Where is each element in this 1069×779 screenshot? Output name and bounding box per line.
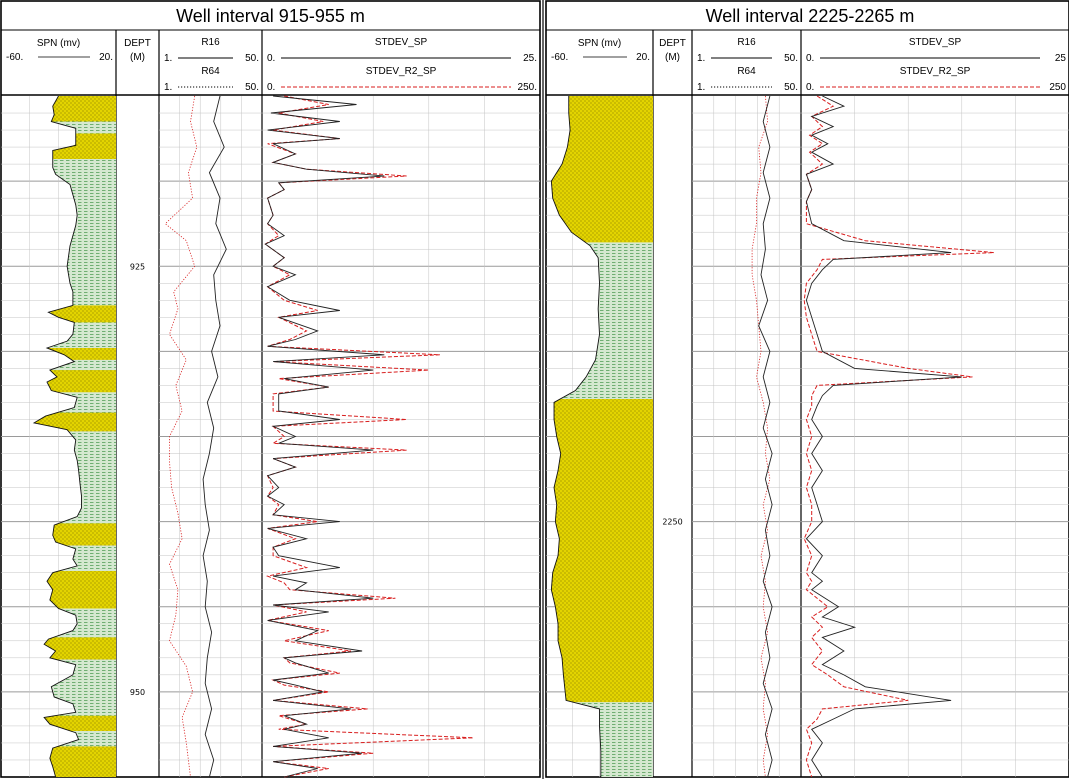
sand-interval <box>52 523 116 546</box>
spn-curve <box>550 96 602 777</box>
well-panel-1: Well interval 915-955 m SPN (mv) -60. 20. DE… <box>0 0 541 778</box>
sand-interval <box>551 399 653 703</box>
stdev-sp-scale-max: 25. <box>523 53 537 64</box>
r16-scale-max: 50. <box>784 53 798 64</box>
depth-label: 2250 <box>662 518 682 527</box>
spn-curve-label: SPN (mv) <box>578 38 621 49</box>
well-panel-2: Well interval 2225-2265 m SPN (mv) -60. 20.… <box>545 0 1069 778</box>
panel-title: Well interval 915-955 m <box>176 6 365 26</box>
sand-interval <box>44 715 116 732</box>
stdev-sp-curve-label: STDEV_SP <box>375 37 428 48</box>
sand-interval <box>52 133 116 159</box>
stdev-sp-curve <box>264 95 385 778</box>
sand-interval <box>51 96 116 122</box>
r16-curve <box>758 95 773 778</box>
stdev-r2-sp-curve-label: STDEV_R2_SP <box>900 66 971 77</box>
sand-interval <box>44 637 116 660</box>
r16-scale-min: 1. <box>164 53 172 64</box>
spn-track <box>32 96 116 777</box>
sand-interval <box>50 746 116 777</box>
stdev-r2-sp-scale-max: 250 <box>1049 82 1066 93</box>
sand-interval <box>551 96 653 243</box>
spn-curve-label: SPN (mv) <box>37 38 80 49</box>
stdev-sp-curve <box>805 95 962 778</box>
r16-curve <box>202 95 227 778</box>
r64-scale-min: 1. <box>697 82 705 93</box>
sand-interval <box>47 347 116 360</box>
panel-frame <box>0 0 541 778</box>
r64-scale-max: 50. <box>784 82 798 93</box>
stdev-sp-scale-min: 0. <box>806 53 814 64</box>
stdev-r2-sp-curve-label: STDEV_R2_SP <box>366 66 437 77</box>
spn-scale-min: -60. <box>6 52 23 63</box>
r16-curve-label: R16 <box>737 37 756 48</box>
stdev-sp-scale-min: 0. <box>267 53 275 64</box>
spn-scale-max: 20. <box>636 52 650 63</box>
panel-title: Well interval 2225-2265 m <box>706 6 915 26</box>
stdev-sp-curve-label: STDEV_SP <box>909 37 962 48</box>
panel-frame <box>545 0 1069 778</box>
r64-curve-label: R64 <box>201 66 220 77</box>
stdev-sp-scale-max: 25 <box>1055 53 1067 64</box>
depth-label: 950 <box>130 688 145 697</box>
stdev-r2-sp-scale-min: 0. <box>267 82 275 93</box>
depth-label: 925 <box>130 262 145 271</box>
stdev-r2-sp-scale-min: 0. <box>806 82 814 93</box>
spn-curve <box>32 96 82 777</box>
spn-scale-min: -60. <box>551 52 568 63</box>
r64-scale-min: 1. <box>164 82 172 93</box>
sand-interval <box>47 370 116 393</box>
dept-curve-label: DEPT <box>124 38 151 49</box>
spn-track <box>550 96 653 777</box>
r64-curve <box>164 95 198 778</box>
stdev-r2-sp-scale-max: 250. <box>518 82 537 93</box>
dept-unit-label: (M) <box>665 52 680 63</box>
r16-scale-max: 50. <box>245 53 259 64</box>
sand-interval <box>49 305 116 323</box>
dept-unit-label: (M) <box>130 52 145 63</box>
r16-scale-min: 1. <box>697 53 705 64</box>
r16-curve-label: R16 <box>201 37 220 48</box>
r64-curve-label: R64 <box>737 66 756 77</box>
spn-scale-max: 20. <box>99 52 113 63</box>
r64-scale-max: 50. <box>245 82 259 93</box>
sand-interval <box>47 570 116 609</box>
sand-interval <box>34 412 116 432</box>
dept-curve-label: DEPT <box>659 38 686 49</box>
